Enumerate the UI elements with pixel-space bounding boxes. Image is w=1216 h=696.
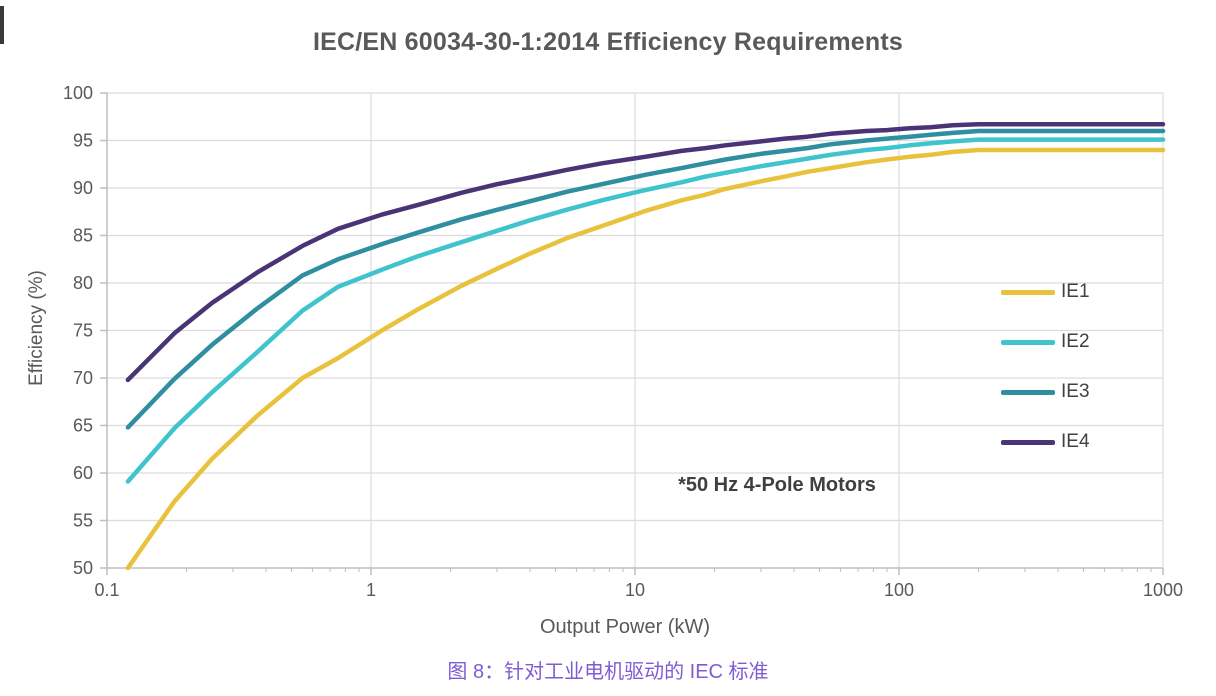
legend-label-ie1: IE1 [1061,281,1090,302]
y-axis-title: Efficiency (%) [26,270,47,386]
plot-area: 50 55 60 65 70 75 80 85 90 95 100 0.1 1 10 100 1000 [63,83,1183,600]
y-tick-label-75: 75 [73,321,93,341]
x-tick-label-0.1: 0.1 [94,580,119,600]
series-line-ie1 [125,147,1166,571]
y-tick-label-100: 100 [63,83,93,103]
legend-swatch-ie3 [1001,389,1055,395]
legend-label-ie4: IE4 [1061,431,1090,452]
legend-item-ie3: IE3 [1001,367,1090,417]
y-tick-label-90: 90 [73,178,93,198]
screenshot-edge-artifact [0,6,4,44]
legend-label-ie3: IE3 [1061,381,1090,402]
y-tick-label-70: 70 [73,368,93,388]
y-tick-label-80: 80 [73,273,93,293]
series-line-ie3 [125,128,1166,430]
chart-annotation: *50 Hz 4-Pole Motors [678,474,876,496]
y-tick-label-95: 95 [73,131,93,151]
x-tick-label-10: 10 [625,580,645,600]
y-tick-label-85: 85 [73,226,93,246]
legend-item-ie2: IE2 [1001,317,1090,367]
legend-swatch-ie2 [1001,339,1055,345]
chart-title: IEC/EN 60034-30-1:2014 Efficiency Requir… [312,28,904,56]
y-tick-label-60: 60 [73,463,93,483]
legend-label-ie2: IE2 [1061,331,1090,352]
x-tick-label-100: 100 [884,580,914,600]
legend-item-ie1: IE1 [1001,267,1090,317]
x-tick-label-1: 1 [366,580,376,600]
y-tick-label-65: 65 [73,416,93,436]
figure-caption: 图 8：针对工业电机驱动的 IEC 标准 [447,661,769,683]
y-tick-label-50: 50 [73,558,93,578]
x-axis-title: Output Power (kW) [539,616,711,638]
x-tick-label-1000: 1000 [1143,580,1183,600]
legend-swatch-ie1 [1001,289,1055,295]
series-line-ie2 [125,137,1166,484]
legend-swatch-ie4 [1001,439,1055,445]
y-tick-label-55: 55 [73,511,93,531]
legend-item-ie4: IE4 [1001,417,1090,467]
series-line-ie4 [125,122,1166,383]
chart-legend: IE1 IE2 IE3 IE4 [1001,267,1090,467]
